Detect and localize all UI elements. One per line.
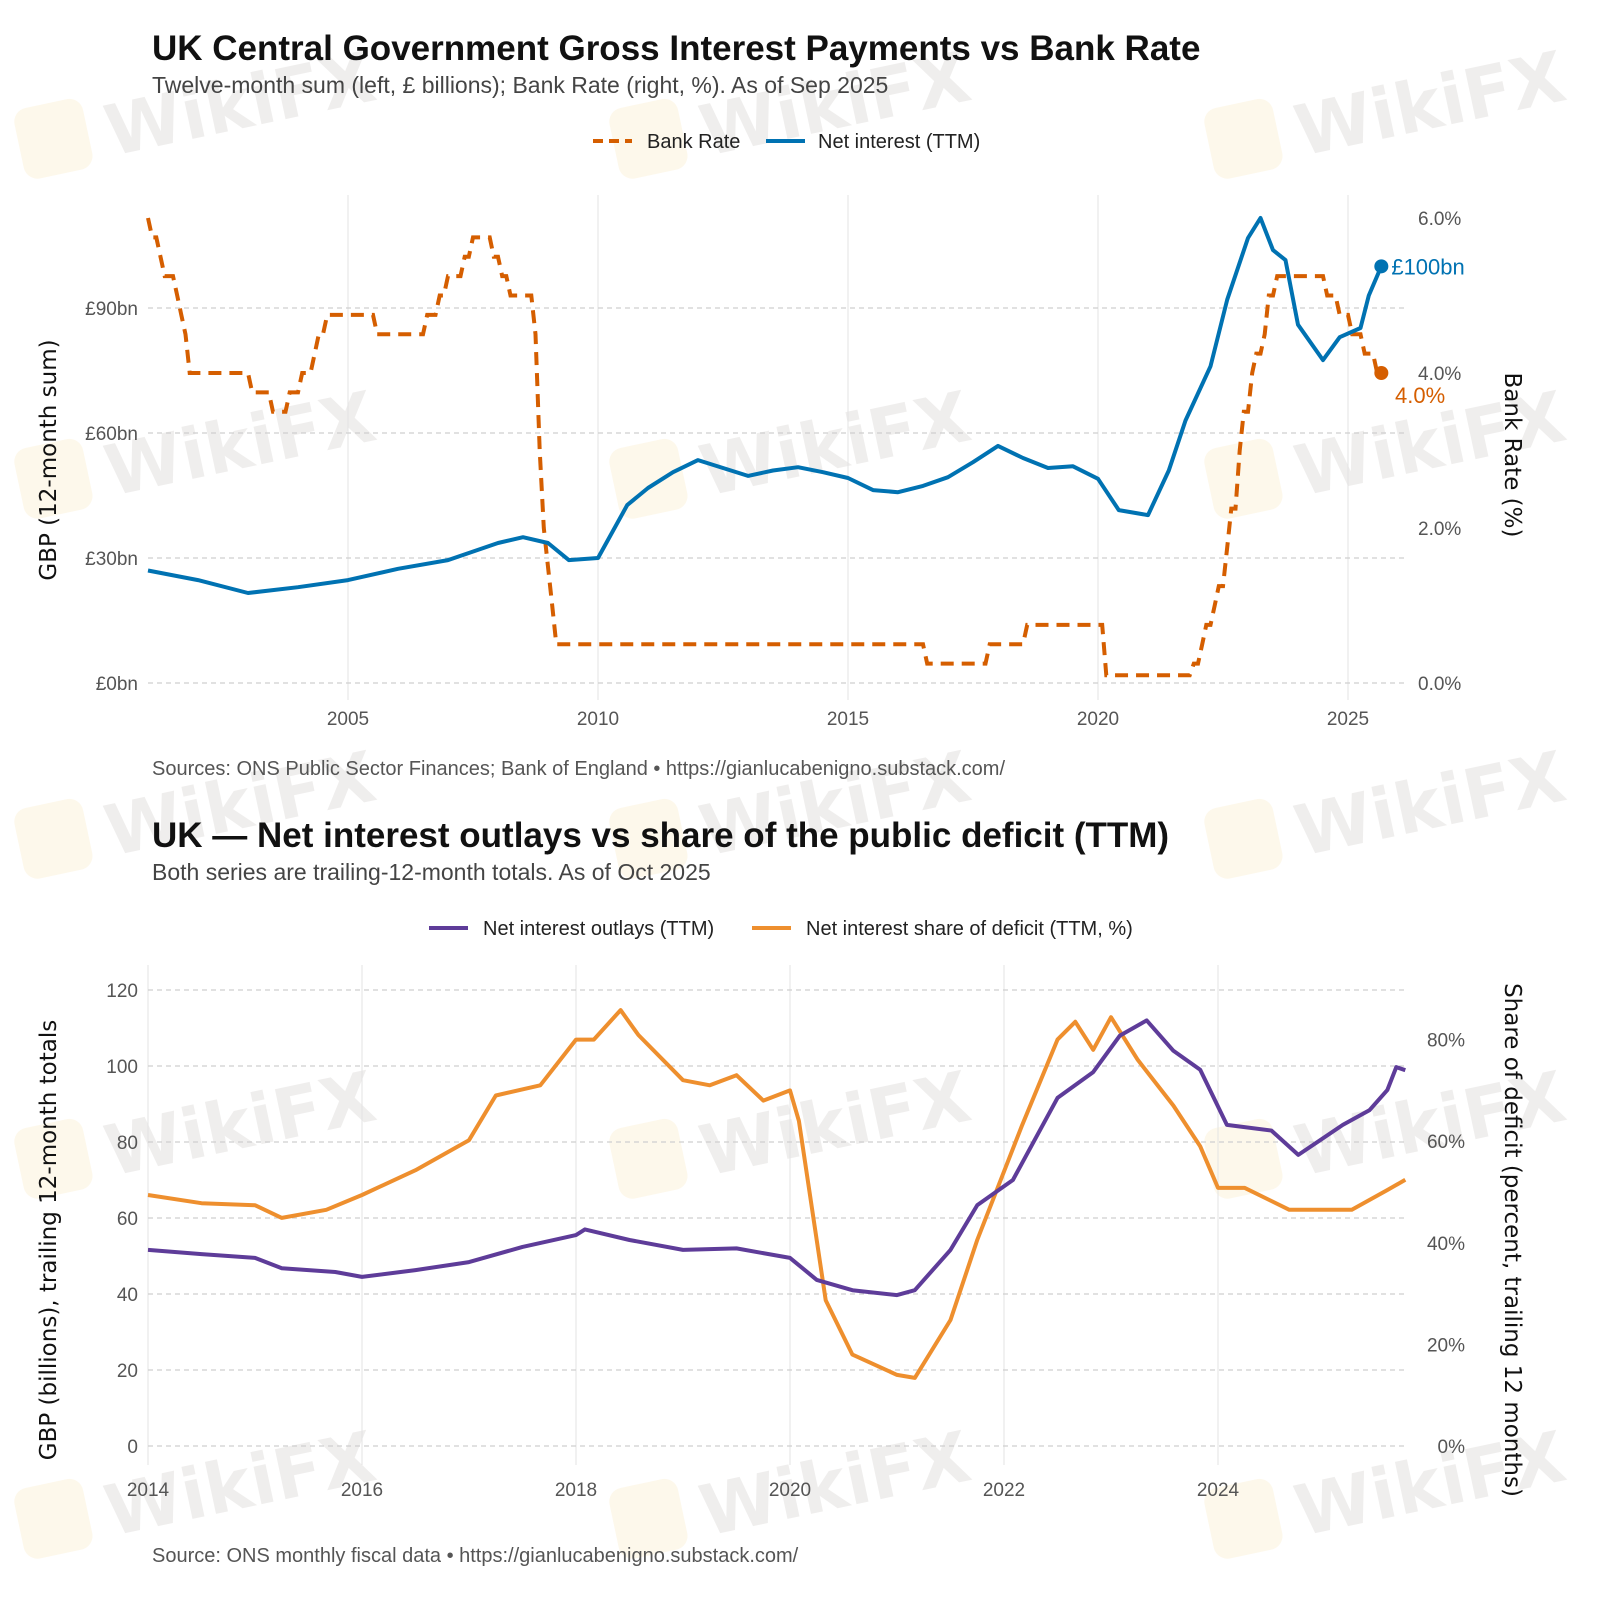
chart2-x-tick-label: 2022 xyxy=(983,1480,1025,1501)
legend-label-deficit-share: Net interest share of deficit (TTM, %) xyxy=(806,918,1133,940)
chart2-series xyxy=(147,1008,1407,1380)
chart2-y-tick-label: 100 xyxy=(106,1057,138,1078)
chart2-ticks: 2014 2016 2018 2020 2022 2024 0 20 40 60 80 100 120 0… xyxy=(106,981,1465,1501)
chart1-y-tick-label: £90bn xyxy=(85,299,138,320)
chart2-x-tick-label: 2020 xyxy=(769,1480,811,1501)
chart1-subtitle: Twelve-month sum (left, £ billions); Ban… xyxy=(152,72,888,98)
chart2-y-tick-label: 60 xyxy=(117,1209,138,1230)
bank-rate-end-point xyxy=(1374,366,1389,380)
chart1-y-tick-label: £30bn xyxy=(85,549,138,570)
chart2-y-tick-label: 40 xyxy=(117,1285,138,1306)
watermark-logo-icon xyxy=(609,1478,688,1559)
watermark-logo-icon xyxy=(609,798,688,879)
watermark-text: WikiFX xyxy=(693,1416,978,1553)
chart1-x-tick-label: 2020 xyxy=(1077,709,1119,730)
watermark-layer: WikiFX WikiFX WikiFX WikiFX WikiFX WikiFX Wiki… xyxy=(14,36,1573,1559)
chart1-legend: Bank Rate Net interest (TTM) xyxy=(593,131,980,153)
chart2-y-right-tick-label: 0% xyxy=(1438,1437,1466,1458)
legend-label-net-interest: Net interest (TTM) xyxy=(818,131,980,153)
chart1-y-axis-label: GBP (12-month sum) xyxy=(36,339,62,580)
legend-label-bank-rate: Bank Rate xyxy=(647,131,740,153)
chart1-y-right-tick-label: 6.0% xyxy=(1418,209,1461,230)
watermark-logo-icon xyxy=(14,438,93,519)
watermark-logo-icon xyxy=(1204,438,1283,519)
watermark-logo-icon xyxy=(1204,98,1283,179)
watermark-logo-icon xyxy=(14,1118,93,1199)
watermark-logo-icon xyxy=(14,798,93,879)
watermark-text: WikiFX xyxy=(1288,1416,1573,1553)
chart2-y-axis-label: GBP (billions), trailing 12-month totals xyxy=(36,1020,62,1460)
watermark-text: WikiFX xyxy=(98,376,383,513)
chart1-x-tick-label: 2015 xyxy=(827,709,869,730)
chart1-x-tick-label: 2010 xyxy=(577,709,619,730)
chart2-y-tick-label: 0 xyxy=(127,1437,138,1458)
chart2-grid xyxy=(147,965,1405,1465)
chart2-subtitle: Both series are trailing-12-month totals… xyxy=(152,859,711,885)
chart2-legend: Net interest outlays (TTM) Net interest … xyxy=(429,918,1133,940)
chart1-y-tick-label: £60bn xyxy=(85,424,138,445)
chart2-caption: Source: ONS monthly fiscal data • https:… xyxy=(152,1545,799,1567)
watermark-logo-icon xyxy=(1204,1478,1283,1559)
watermark-logo-icon xyxy=(14,98,93,179)
watermark-text: WikiFX xyxy=(1288,36,1573,173)
chart1-series: 4.0% £100bn xyxy=(146,216,1465,678)
watermark: WikiFX xyxy=(609,1056,977,1199)
chart1-title: UK Central Government Gross Interest Pay… xyxy=(152,29,1200,68)
chart2-y-right-tick-label: 80% xyxy=(1427,1031,1465,1052)
chart1-grid xyxy=(148,195,1405,700)
net-interest-end-point xyxy=(1374,259,1389,274)
net-interest-end-label: £100bn xyxy=(1391,254,1464,279)
chart2-y-tick-label: 20 xyxy=(117,1361,138,1382)
watermark-text: WikiFX xyxy=(1288,736,1573,873)
chart2-x-tick-label: 2024 xyxy=(1197,1480,1240,1501)
chart1-x-tick-label: 2005 xyxy=(327,709,369,730)
chart1-y-tick-label: £0bn xyxy=(96,674,138,695)
watermark-logo-icon xyxy=(14,1478,93,1559)
watermark: WikiFX xyxy=(14,376,383,519)
watermark-text: WikiFX xyxy=(1288,1056,1573,1193)
watermark-logo-icon xyxy=(609,438,688,519)
watermark: WikiFX xyxy=(1204,36,1573,179)
chart1-y-right-tick-label: 0.0% xyxy=(1418,674,1461,695)
chart2-y-tick-label: 120 xyxy=(106,981,138,1002)
chart2-title: UK — Net interest outlays vs share of th… xyxy=(152,816,1169,855)
chart1-caption: Sources: ONS Public Sector Finances; Ban… xyxy=(152,758,1005,780)
chart1-y-right-tick-label: 4.0% xyxy=(1418,364,1461,385)
net-interest-line xyxy=(147,216,1384,595)
chart2-y-right-axis-label: Share of deficit (percent, trailing 12 m… xyxy=(1499,983,1525,1497)
chart2-y-tick-label: 80 xyxy=(117,1133,138,1154)
watermark-logo-icon xyxy=(1204,798,1283,879)
bank-rate-end-label: 4.0% xyxy=(1395,383,1445,408)
chart1-x-tick-label: 2025 xyxy=(1327,709,1369,730)
watermark: WikiFX xyxy=(14,1056,383,1199)
bank-rate-line xyxy=(146,217,1382,678)
watermark-logo-icon xyxy=(609,98,688,179)
chart2-y-right-tick-label: 20% xyxy=(1427,1335,1465,1356)
chart-net-interest-vs-deficit-share: UK — Net interest outlays vs share of th… xyxy=(36,816,1525,1567)
chart2-x-tick-label: 2016 xyxy=(341,1480,383,1501)
chart2-y-right-tick-label: 60% xyxy=(1427,1132,1465,1153)
watermark-text: WikiFX xyxy=(693,376,978,513)
chart2-x-tick-label: 2014 xyxy=(127,1480,170,1501)
chart-interest-vs-bank-rate: UK Central Government Gross Interest Pay… xyxy=(36,29,1525,780)
watermark: WikiFX xyxy=(1204,736,1573,879)
legend-label-net-interest-outlays: Net interest outlays (TTM) xyxy=(483,918,714,940)
chart1-y-right-axis-label: Bank Rate (%) xyxy=(1499,373,1525,538)
watermark-text: WikiFX xyxy=(98,1056,383,1193)
chart2-y-right-tick-label: 40% xyxy=(1427,1234,1465,1255)
watermark-logo-icon xyxy=(609,1118,688,1199)
chart1-ticks: 2005 2010 2015 2020 2025 £0bn £30bn £60bn £90bn 0… xyxy=(85,209,1461,730)
net-interest-outlays-line xyxy=(147,1018,1406,1298)
chart1-y-right-tick-label: 2.0% xyxy=(1418,519,1461,540)
watermark-logo-icon xyxy=(1204,1118,1283,1199)
chart2-x-tick-label: 2018 xyxy=(555,1480,597,1501)
watermark: WikiFX xyxy=(609,376,978,519)
deficit-share-line xyxy=(147,1008,1407,1380)
